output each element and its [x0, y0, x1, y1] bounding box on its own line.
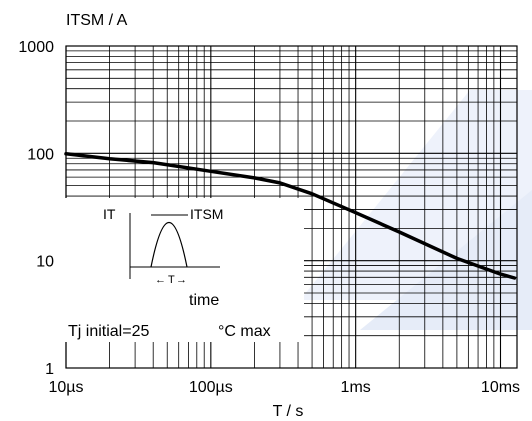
watermark-shape: [360, 190, 532, 330]
inset-t-arrow-right: →: [176, 274, 187, 286]
y-tick-label: 10: [36, 254, 54, 271]
inset-degree-label: °C max: [218, 323, 271, 340]
inset-t-label: T: [168, 274, 175, 286]
inset-it-label: IT: [103, 206, 116, 222]
series-layer: [64, 152, 517, 280]
inset-background: [64, 198, 304, 342]
inset-box: IT ITSM ← T → time Tj initial=25 °C max: [64, 198, 304, 342]
tick-labels: 1 10 100 1000 10µs 100µs 1ms 10ms: [18, 39, 520, 396]
y-tick-label: 100: [27, 146, 54, 163]
y-axis-title: ITSM / A: [66, 12, 128, 29]
half-sine-pulse: [150, 221, 188, 268]
x-tick-label: 10µs: [48, 379, 83, 396]
x-tick-label: 100µs: [189, 379, 233, 396]
x-axis-title: T / s: [273, 403, 304, 420]
inset-time-label: time: [189, 292, 219, 309]
inset-tj-label: Tj initial=25: [68, 323, 149, 340]
y-tick-label: 1: [45, 361, 54, 378]
y-tick-label: 1000: [18, 39, 54, 56]
x-tick-label: 10ms: [481, 379, 520, 396]
inset-itsm-label: ITSM: [190, 206, 223, 222]
background-watermark: [300, 90, 532, 330]
x-tick-label: 1ms: [341, 379, 371, 396]
inset-t-arrow-label: ←: [155, 274, 166, 286]
surge-current-line: [64, 152, 517, 280]
